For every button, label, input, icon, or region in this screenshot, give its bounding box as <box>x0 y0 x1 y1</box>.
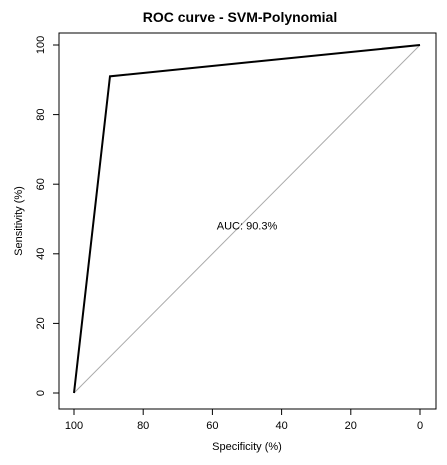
y-tick-label: 40 <box>35 248 47 260</box>
y-tick-label: 60 <box>35 178 47 190</box>
x-tick-label: 80 <box>137 420 149 432</box>
x-axis: 100 80 60 40 20 0 <box>65 408 423 432</box>
y-axis-label: Sensitivity (%) <box>13 186 25 256</box>
y-axis: 0 20 40 60 80 100 <box>35 36 60 396</box>
x-tick-label: 40 <box>275 420 287 432</box>
y-tick-label: 100 <box>35 36 47 54</box>
chart-title: ROC curve - SVM-Polynomial <box>143 9 337 25</box>
x-tick-label: 100 <box>65 420 83 432</box>
x-tick-label: 20 <box>345 420 357 432</box>
y-tick-label: 20 <box>35 317 47 329</box>
plot-area: AUC: 90.3% <box>73 44 421 394</box>
y-tick-label: 80 <box>35 108 47 120</box>
x-axis-label: Specificity (%) <box>212 441 282 453</box>
x-tick-label: 0 <box>417 420 423 432</box>
reference-diagonal <box>73 44 421 394</box>
auc-annotation: AUC: 90.3% <box>217 220 278 232</box>
y-tick-label: 0 <box>35 390 47 396</box>
roc-curve-line <box>73 44 421 394</box>
x-tick-label: 60 <box>206 420 218 432</box>
